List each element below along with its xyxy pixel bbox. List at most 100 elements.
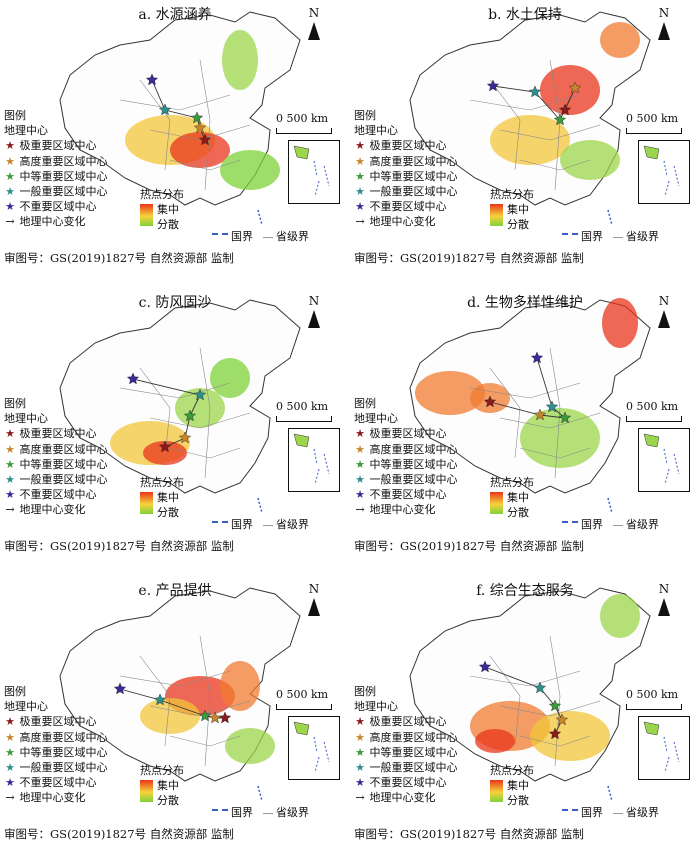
center-star-4 (126, 372, 140, 385)
legend-item: ★ 中等重要区域中心 (5, 169, 108, 183)
legend-subtitle: 地理中心 (4, 412, 48, 426)
legend: 图例 地理中心 ★ 极重要区域中心 ★ 高度重要区域中心 ★ 中等重要区域中心 ★ 一般重… (354, 396, 458, 518)
map-approval-number: 审图号：GS(2019)1827号 自然资源部 监制 (4, 251, 234, 265)
map-approval-number: 审图号：GS(2019)1827号 自然资源部 监制 (4, 827, 234, 841)
provincial-border-label: 省级界 (626, 230, 659, 243)
china-map (409, 298, 651, 514)
star-icon: ★ (355, 169, 365, 183)
hot-high-label: 集中 (507, 491, 529, 504)
panel-title: f. 综合生态服务 (476, 583, 574, 599)
hotspot-legend: 热点分布 集中 分散 (490, 762, 534, 807)
north-label: N (658, 294, 670, 308)
national-border-label: 国界 (231, 806, 253, 819)
scale-bar: 0 500 km (626, 688, 682, 710)
legend: 图例 地理中心 ★ 极重要区域中心 ★ 高度重要区域中心 ★ 中等重要区域中心 ★ 一般重… (4, 396, 108, 518)
hotspot-title: 热点分布 (140, 476, 184, 489)
scale-label: 0 500 km (276, 112, 329, 125)
hot-low-label: 分散 (507, 506, 529, 519)
star-icon: ★ (355, 442, 365, 456)
hotspot-area (210, 358, 250, 398)
star-icon: ★ (355, 139, 365, 153)
north-arrow-icon: N (655, 582, 673, 616)
legend-item: ★ 一般重要区域中心 (355, 473, 458, 487)
map-panel-c: c. 防风固沙 N 0 500 km 图例 地理中心 ★ 极重要区域中心 ★ 高度重要区域中… (0, 288, 350, 576)
legend-item: ★ 不重要区域中心 (5, 776, 97, 790)
legend-item: ★ 不重要区域中心 (355, 776, 447, 790)
hotspot-title: 热点分布 (140, 764, 184, 777)
star-icon: ★ (5, 427, 15, 441)
hotspot-legend: 热点分布 集中 分散 (490, 186, 534, 231)
map-panel-f: f. 综合生态服务 N 0 500 km 图例 地理中心 ★ 极重要区域中心 ★ 高度重要区… (350, 576, 700, 864)
hotspot-gradient (490, 204, 503, 226)
scale-label: 0 500 km (626, 400, 679, 413)
hotspot-gradient (140, 492, 153, 514)
south-china-sea-inset (638, 716, 690, 780)
border-legend: 国界 省级界 (212, 228, 309, 244)
china-map (409, 11, 651, 226)
panel-title: b. 水土保持 (488, 7, 562, 23)
scale-bar: 0 500 km (626, 400, 682, 422)
legend-item: → 地理中心变化 (355, 791, 436, 805)
south-china-sea-inset (288, 716, 340, 780)
hot-low-label: 分散 (157, 506, 179, 519)
center-star-1 (555, 713, 569, 726)
hotspot-area (220, 150, 280, 190)
center-star-4 (145, 73, 159, 86)
legend-item: ★ 高度重要区域中心 (355, 442, 458, 456)
legend-item: ★ 不重要区域中心 (355, 200, 447, 214)
hotspot-area (490, 115, 570, 165)
national-border-label: 国界 (581, 806, 603, 819)
north-arrow-icon: N (305, 582, 323, 616)
star-icon: ★ (355, 776, 365, 790)
hotspot-legend: 热点分布 集中 分散 (140, 762, 184, 807)
hot-low-label: 分散 (507, 794, 529, 807)
star-icon: ★ (355, 745, 365, 759)
provincial-border-label: 省级界 (276, 518, 309, 531)
hotspot-legend: 热点分布集中分散 (490, 474, 534, 519)
hot-low-label: 分散 (157, 218, 179, 231)
legend-subtitle: 地理中心 (354, 124, 398, 138)
legend-item: ★ 不重要区域中心 (355, 488, 447, 502)
center-star-1 (193, 121, 207, 134)
china-map (409, 587, 651, 802)
legend-item: ★ 一般重要区域中心 (5, 473, 108, 487)
national-border-label: 国界 (581, 518, 603, 531)
star-icon: ★ (5, 715, 15, 729)
legend-item: ★ 一般重要区域中心 (5, 761, 108, 775)
star-icon: ★ (355, 715, 365, 729)
center-star-2 (190, 111, 204, 124)
legend: 图例 地理中心 ★ 极重要区域中心 ★ 高度重要区域中心 ★ 中等重要区域中心 ★ 一般重… (354, 108, 458, 230)
map-approval-number: 审图号：GS(2019)1827号 自然资源部 监制 (4, 539, 234, 553)
star-icon: ★ (355, 200, 365, 214)
hotspot-area (170, 132, 230, 168)
star-icon: ★ (355, 761, 365, 775)
china-map (59, 587, 301, 802)
center-star-3 (533, 681, 547, 694)
legend-item: ★ 一般重要区域中心 (355, 761, 458, 775)
hot-low-label: 分散 (507, 218, 529, 231)
legend-item: ★ 极重要区域中心 (355, 715, 447, 729)
china-map (59, 299, 301, 514)
scale-label: 0 500 km (276, 688, 329, 701)
legend-subtitle: 地理中心 (4, 124, 48, 138)
north-arrow-icon: N (655, 294, 673, 328)
hotspot-title: 热点分布 (490, 476, 534, 489)
center-star-3 (528, 85, 542, 98)
panel-title: c. 防风固沙 (138, 295, 212, 311)
hot-high-label: 集中 (157, 491, 179, 504)
north-arrow-icon: N (655, 6, 673, 40)
arrow-icon: → (5, 791, 15, 805)
center-star-0 (158, 440, 172, 453)
map-approval-number: 审图号：GS(2019)1827号 自然资源部 监制 (354, 251, 584, 265)
hotspot-area (475, 729, 515, 753)
hotspot-gradient (490, 780, 503, 802)
star-icon: ★ (355, 154, 365, 168)
hot-low-label: 分散 (157, 794, 179, 807)
legend-item: ★ 中等重要区域中心 (355, 745, 458, 759)
center-star-3 (153, 693, 167, 706)
legend-item: ★ 中等重要区域中心 (355, 457, 458, 471)
center-star-4 (113, 682, 127, 695)
legend-item: → 地理中心变化 (355, 215, 436, 229)
border-legend: 国界 省级界 (562, 516, 659, 532)
north-label: N (308, 582, 320, 596)
